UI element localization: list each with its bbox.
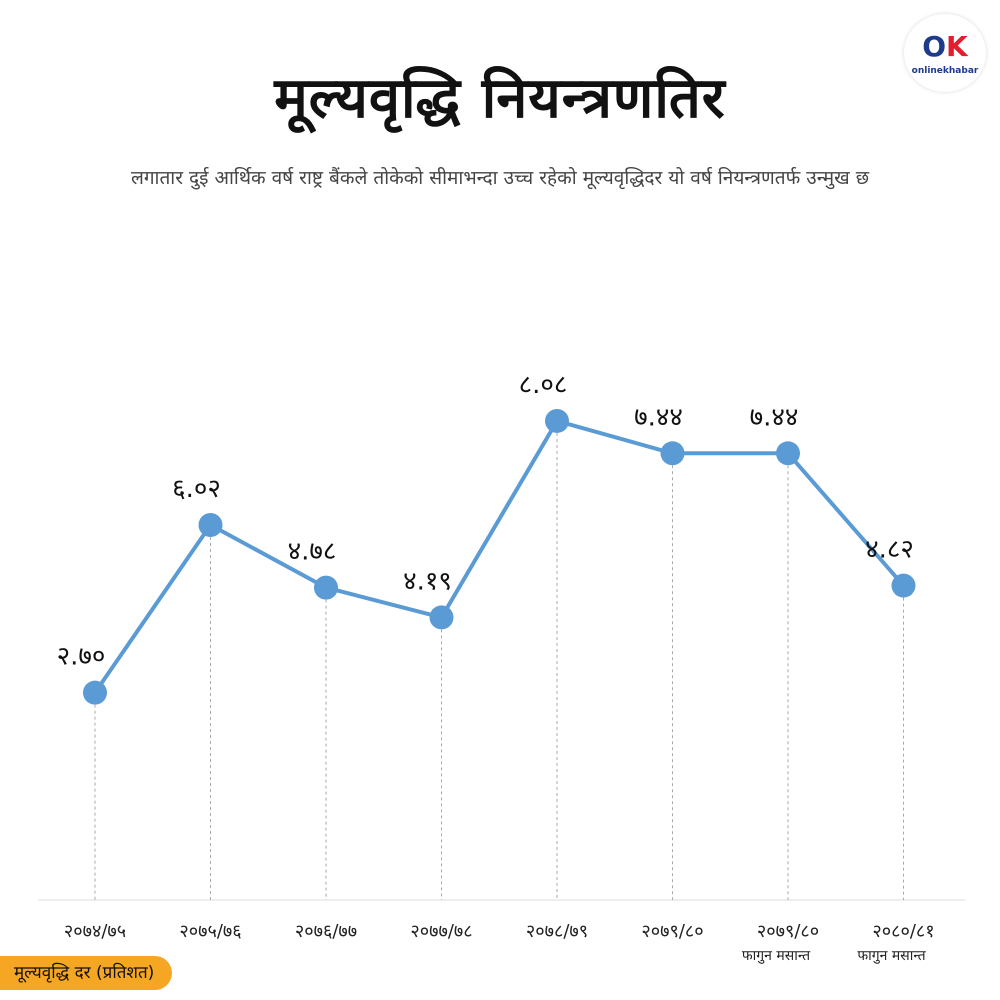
data-label: ७.४४ — [634, 402, 683, 432]
x-tick-label: २०७४/७५ — [64, 921, 126, 942]
data-label: ४.१९ — [403, 566, 452, 596]
onlinekhabar-logo[interactable]: OK onlinekhabar — [904, 14, 986, 92]
x-tick-sublabel: फागुन मसान्त — [742, 948, 811, 964]
logo-brand-text: onlinekhabar — [911, 66, 979, 76]
chart-subtitle: लगातार दुई आर्थिक वर्ष राष्ट्र बैंकले तो… — [130, 167, 870, 189]
data-point — [660, 441, 685, 466]
x-tick-label: २०७५/७६ — [179, 921, 241, 942]
chart-title: मूल्यवृद्धि नियन्त्रणतिर — [274, 66, 726, 131]
data-point — [429, 605, 454, 630]
x-tick-label: २०७९/८० — [641, 921, 703, 942]
y-axis-label: मूल्यवृद्धि दर (प्रतिशत) — [0, 956, 173, 990]
data-label: २.७० — [57, 642, 106, 672]
x-tick-label: २०७९/८० — [757, 921, 819, 942]
data-point — [545, 408, 569, 433]
data-label: ८.०८ — [519, 370, 568, 400]
data-label: ४.८२ — [865, 535, 914, 565]
series-line — [93, 418, 906, 694]
data-label: ६.०२ — [172, 474, 221, 504]
data-point — [198, 512, 223, 537]
data-label: ४.७८ — [288, 537, 337, 567]
data-point — [776, 441, 800, 466]
data-label: ७.४४ — [750, 402, 799, 432]
x-tick-label: २०७६/७७ — [295, 921, 357, 942]
logo-mark: OK — [922, 30, 968, 63]
x-tick-sublabel: फागुन मसान्त — [857, 948, 926, 964]
data-point — [891, 573, 916, 598]
x-tick-label: २०८०/८१ — [872, 921, 934, 942]
x-tick-label: २०७८/७९ — [526, 921, 588, 942]
x-tick-label: २०७७/७८ — [410, 921, 472, 942]
data-point — [314, 575, 338, 600]
data-point — [83, 680, 107, 705]
